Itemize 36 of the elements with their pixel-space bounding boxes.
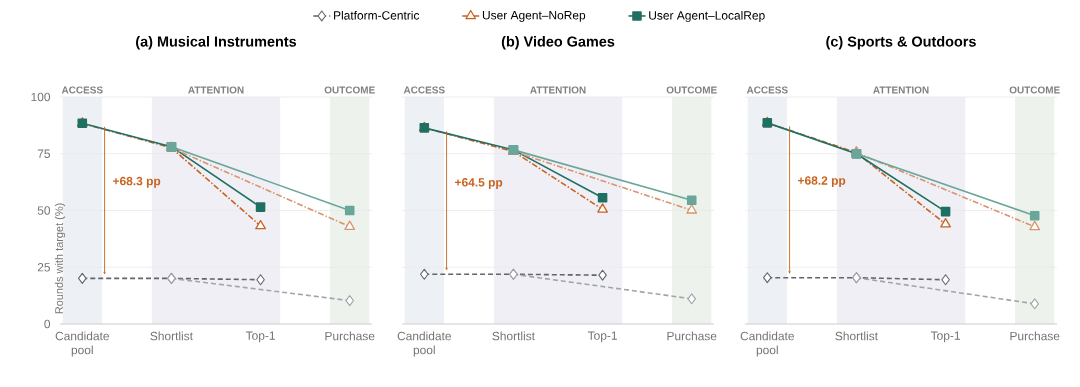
x-tick-label: Top-1 (930, 331, 960, 343)
x-tick-label: Candidate pool (397, 331, 451, 357)
band-label: OUTCOME (1009, 86, 1060, 94)
legend-label: User Agent–NoRep (482, 11, 586, 22)
chart-title: (c) Sports & Outdoors (826, 36, 976, 50)
band-label: OUTCOME (666, 86, 717, 94)
x-tick-label: Candidate pool (740, 331, 794, 357)
annotation: +68.3 pp (113, 176, 161, 188)
band-label: ATTENTION (530, 86, 586, 94)
x-tick-label: Purchase (667, 331, 717, 341)
annotation: +68.2 pp (798, 176, 846, 188)
annotation: +64.5 pp (455, 178, 503, 189)
y-tick-label: 25 (37, 263, 50, 272)
y-tick-label: 0 (44, 319, 51, 329)
x-tick-label: Shortlist (492, 331, 535, 341)
x-tick-label: Purchase (1010, 331, 1060, 341)
x-tick-label: Top-1 (245, 331, 275, 343)
chart-title: (a) Musical Instruments (136, 36, 297, 50)
band-label: ACCESS (61, 86, 103, 94)
legend-label: User Agent–LocalRep (649, 10, 765, 23)
x-tick-label: Top-1 (587, 331, 617, 343)
y-axis-title: Rounds with target (%) (54, 203, 66, 314)
chart-title: (b) Video Games (501, 36, 615, 50)
band-label: OUTCOME (324, 86, 375, 94)
y-tick-label: 100 (31, 92, 51, 102)
band-label: ATTENTION (188, 86, 244, 94)
x-tick-label: Purchase (325, 331, 375, 341)
band-label: ATTENTION (873, 86, 929, 94)
x-tick-label: Candidate pool (55, 331, 109, 357)
legend-label: Platform-Centric (334, 10, 420, 20)
y-tick-label: 50 (37, 206, 51, 215)
band-label: ACCESS (746, 86, 788, 94)
x-tick-label: Shortlist (835, 331, 878, 341)
x-tick-label: Shortlist (150, 331, 193, 341)
band-label: ACCESS (403, 86, 445, 94)
y-tick-label: 75 (37, 149, 50, 158)
